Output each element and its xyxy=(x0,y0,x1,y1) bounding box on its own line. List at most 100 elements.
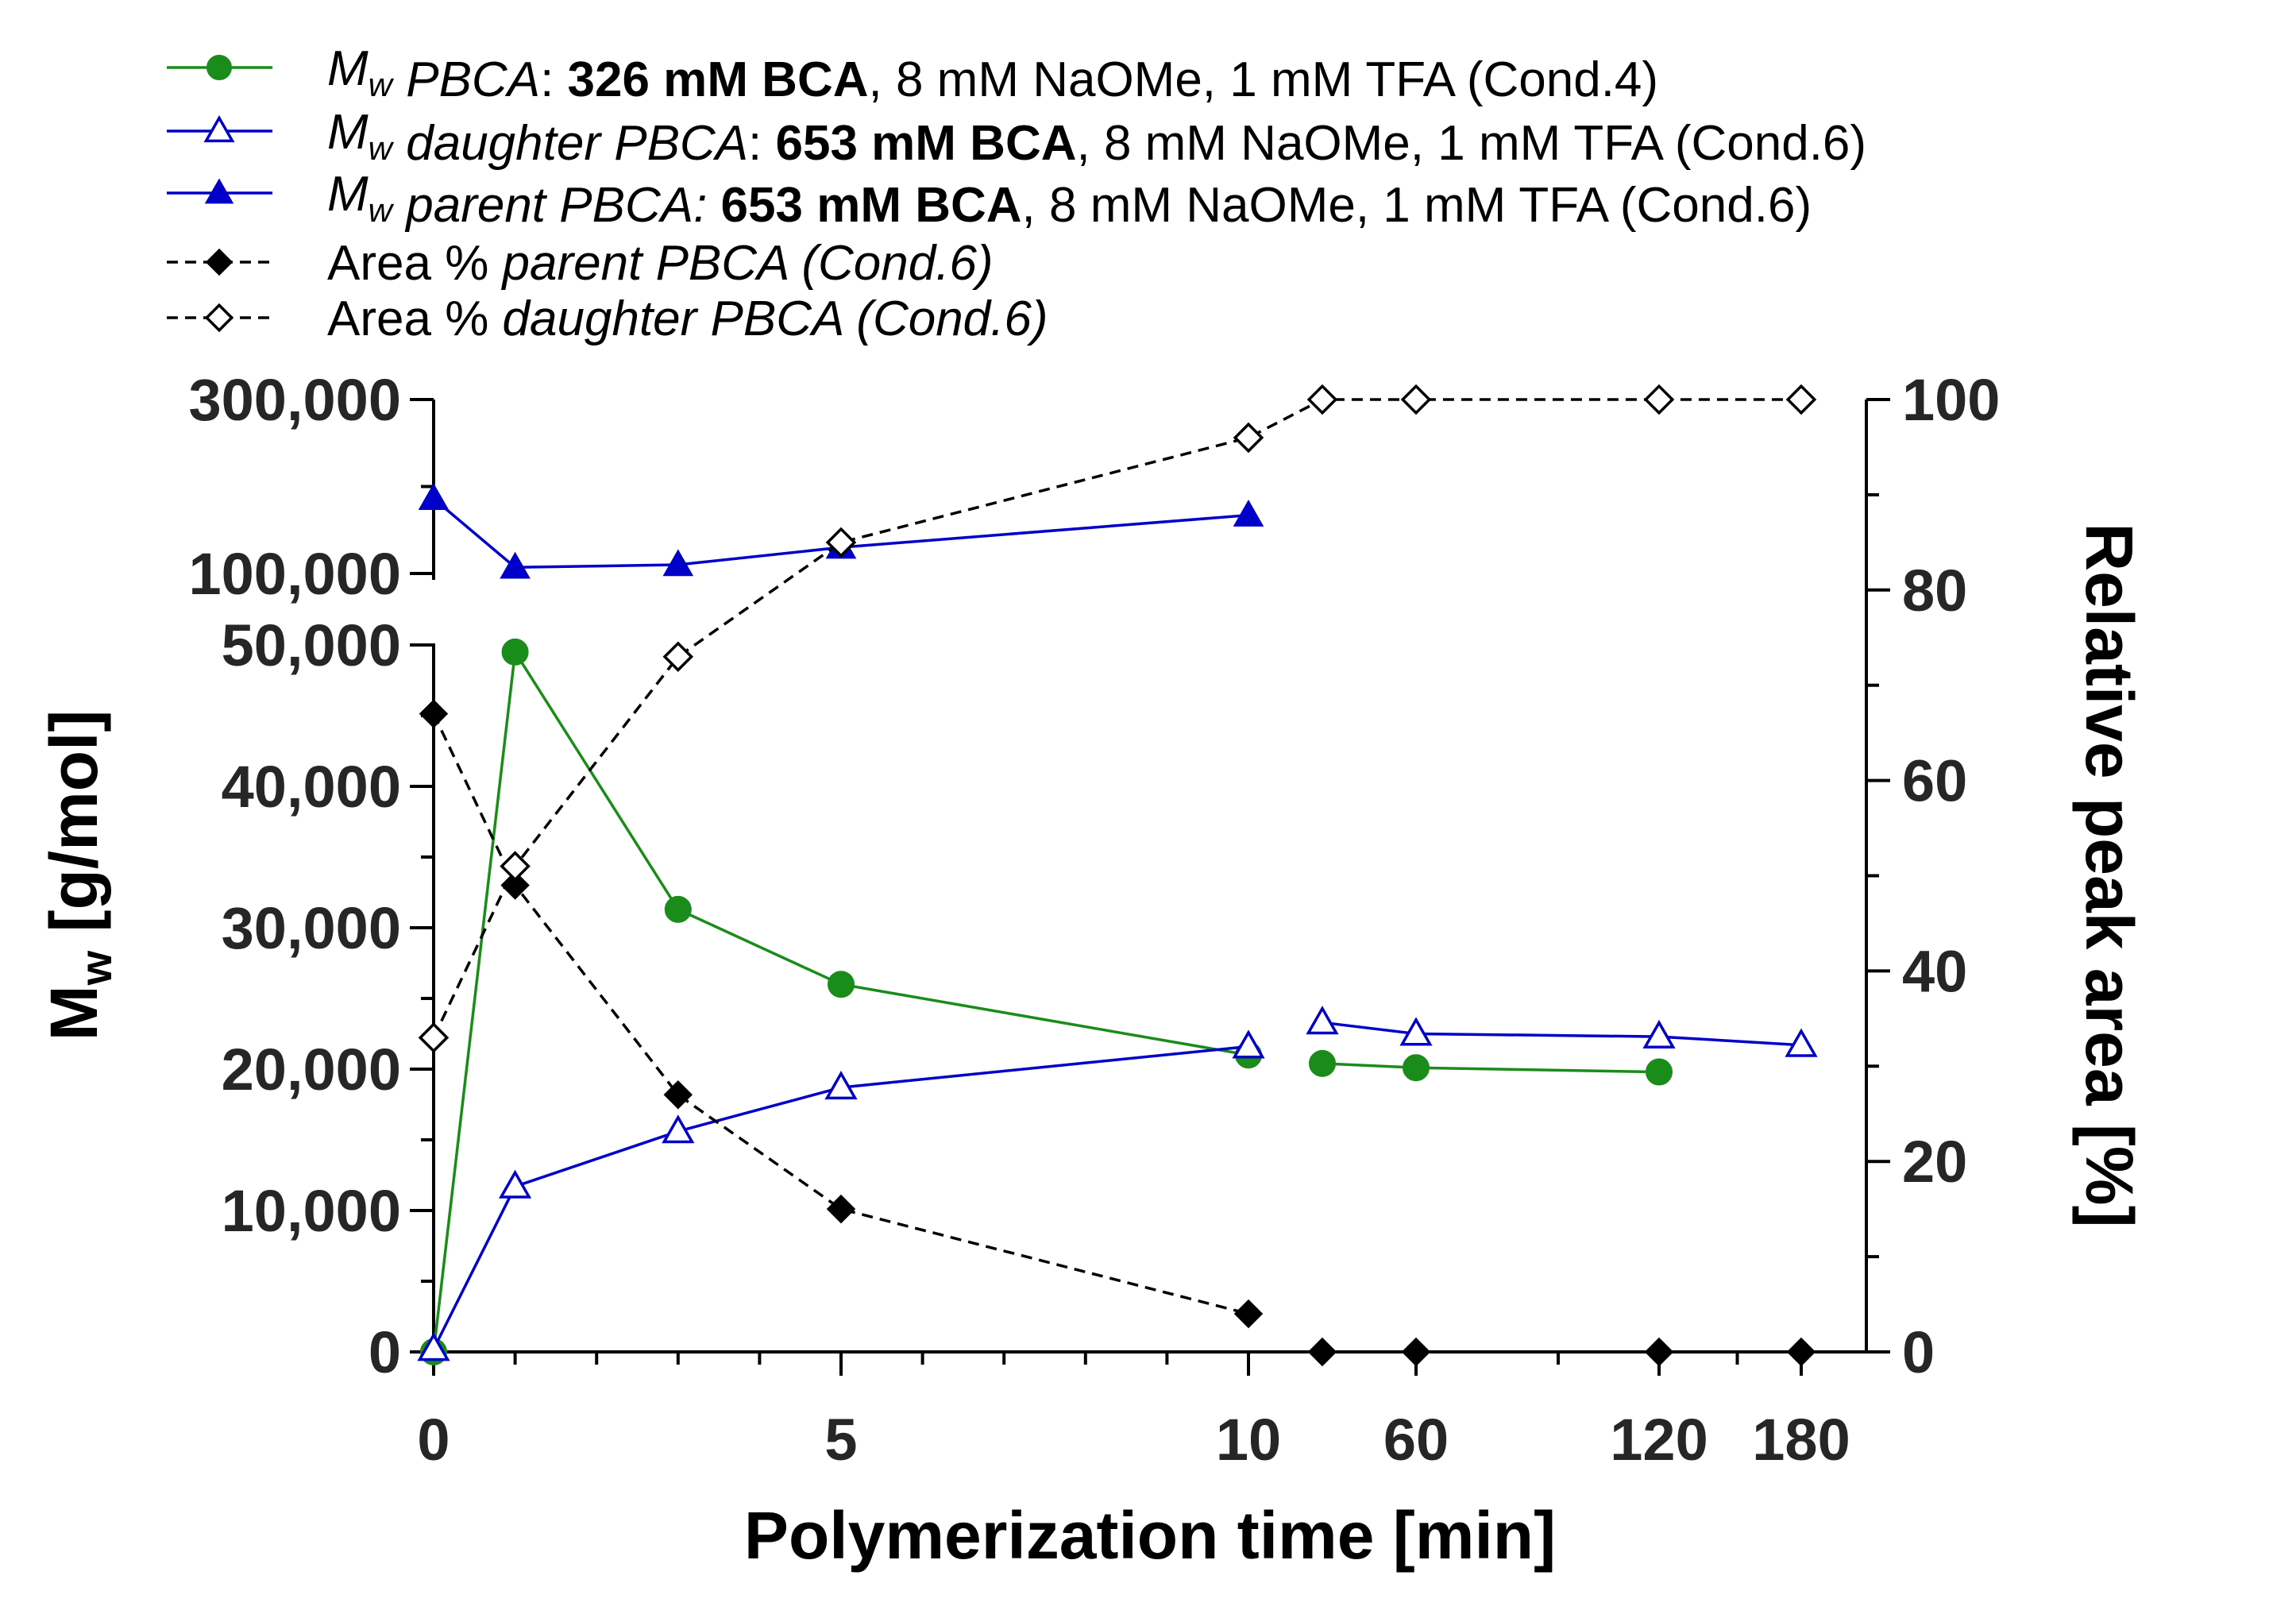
data-point xyxy=(1233,1299,1264,1329)
x-tick-label: 180 xyxy=(1752,1407,1850,1473)
y-right-tick-label: 20 xyxy=(1902,1129,1967,1195)
data-point xyxy=(418,1022,450,1053)
series-3 xyxy=(419,699,1816,1367)
legend-label-part: M xyxy=(327,41,369,96)
legend-label-part: : xyxy=(540,52,567,107)
legend-label: Mw daughter PBCA: 653 mM BCA, 8 mM NaOMe… xyxy=(327,105,1866,171)
data-point xyxy=(1233,500,1264,527)
y-left-tick-label: 0 xyxy=(369,1319,401,1385)
legend-item: Mw daughter PBCA: 653 mM BCA, 8 mM NaOMe… xyxy=(167,105,1866,171)
data-point xyxy=(1644,1337,1674,1367)
data-point xyxy=(498,1169,532,1199)
data-point xyxy=(1403,1054,1430,1082)
legend-label-part xyxy=(707,178,720,233)
data-point xyxy=(825,527,857,558)
legend-label-part: , 8 mM NaOMe, 1 mM TFA (Cond.6) xyxy=(1077,116,1867,171)
data-point xyxy=(1233,422,1264,454)
series-0 xyxy=(420,638,1673,1365)
y-right-tick-label: 40 xyxy=(1902,938,1967,1004)
data-point xyxy=(500,871,530,900)
x-tick-label: 0 xyxy=(417,1407,450,1473)
data-point xyxy=(662,641,694,673)
y-right-tick-label: 80 xyxy=(1902,558,1967,624)
data-point xyxy=(662,549,694,577)
legend-swatch-marker xyxy=(206,55,232,80)
y-axis-title-sub: w xyxy=(71,950,121,986)
legend-label-part: w xyxy=(369,66,395,103)
legend-label: Mw parent PBCA: 653 mM BCA, 8 mM NaOMe, … xyxy=(327,167,1812,233)
legend-label-part: PBCA xyxy=(392,52,540,107)
y-axis-title-right: Relative peak area [%] xyxy=(2072,523,2147,1227)
legend-label-part: 653 mM BCA xyxy=(776,116,1077,171)
series-line xyxy=(1322,1062,1660,1074)
data-point xyxy=(500,851,531,882)
legend-label-part: w xyxy=(369,191,395,229)
y-left-tick-label: 50,000 xyxy=(222,612,401,678)
data-point xyxy=(417,1332,450,1361)
data-point xyxy=(1307,1337,1337,1367)
x-tick-label: 10 xyxy=(1216,1407,1281,1473)
data-point xyxy=(419,699,449,728)
legend-item: Mw parent PBCA: 653 mM BCA, 8 mM NaOMe, … xyxy=(167,167,1812,233)
data-point xyxy=(418,483,450,511)
legend-item: Area % parent PBCA (Cond.6) xyxy=(167,236,994,291)
y-left-tick-label: 300,000 xyxy=(189,367,402,433)
data-point xyxy=(1306,1006,1339,1035)
legend-label-part: daughter PBCA (Cond.6) xyxy=(503,292,1048,346)
data-point xyxy=(1643,384,1675,415)
y-axis-title-main: M xyxy=(37,985,111,1041)
legend-swatch-marker xyxy=(203,114,235,143)
series-4 xyxy=(418,384,1817,1053)
legend-swatch-marker xyxy=(204,178,234,204)
data-point xyxy=(1646,1058,1673,1086)
data-point xyxy=(501,638,529,666)
y-right-tick-label: 0 xyxy=(1902,1319,1935,1385)
legend-item: Area % daughter PBCA (Cond.6) xyxy=(167,292,1048,346)
legend-swatch-marker xyxy=(204,303,234,333)
x-tick-label: 120 xyxy=(1610,1407,1708,1473)
data-point xyxy=(662,1114,695,1144)
legend-label-part: M xyxy=(327,167,369,222)
data-point xyxy=(1306,384,1338,415)
data-point xyxy=(1785,1028,1818,1057)
data-point xyxy=(828,971,855,998)
data-point xyxy=(1400,384,1432,415)
data-point xyxy=(663,1080,693,1110)
legend-label-part: 326 mM BCA xyxy=(568,52,869,107)
legend-item: Mw PBCA: 326 mM BCA, 8 mM NaOMe, 1 mM TF… xyxy=(167,41,1658,107)
data-point xyxy=(1786,1337,1816,1367)
legend-label-part: Area % xyxy=(327,236,503,291)
legend-label-part: Area % xyxy=(327,292,503,346)
y-left-tick-label: 40,000 xyxy=(222,754,401,820)
x-tick-label: 5 xyxy=(824,1407,857,1473)
data-point xyxy=(1401,1337,1431,1367)
y-axis-title-left: Mw [g/mol] xyxy=(37,710,121,1041)
series-line xyxy=(1322,1021,1802,1047)
legend-label-part: parent PBCA: xyxy=(392,178,707,233)
legend-label-part: w xyxy=(369,129,395,167)
data-point xyxy=(1642,1019,1676,1049)
y-right-tick-label: 100 xyxy=(1902,367,2000,433)
legend-label: Area % daughter PBCA (Cond.6) xyxy=(327,292,1048,346)
series-line xyxy=(432,647,1249,1353)
data-point xyxy=(500,551,531,579)
y-left-tick-label: 100,000 xyxy=(189,541,402,607)
y-right-tick-label: 60 xyxy=(1902,748,1967,814)
data-point xyxy=(664,895,692,923)
legend-label-part: M xyxy=(327,105,369,160)
series-1 xyxy=(417,1006,1818,1361)
legend-label-part: daughter PBCA xyxy=(392,116,748,171)
data-point xyxy=(1232,1029,1265,1059)
legend-label-part: 653 mM BCA xyxy=(721,178,1022,233)
y-axis-title-unit: [g/mol] xyxy=(37,710,111,951)
data-point xyxy=(1785,384,1817,415)
series-line xyxy=(432,398,1801,1039)
legend-label-part: : xyxy=(748,116,775,171)
legend-label-part: , 8 mM NaOMe, 1 mM TFA (Cond.6) xyxy=(1022,178,1812,233)
series-line xyxy=(432,712,1249,1315)
data-point xyxy=(824,1071,858,1100)
ticks xyxy=(410,398,1890,1376)
legend-swatch-marker xyxy=(205,248,233,276)
